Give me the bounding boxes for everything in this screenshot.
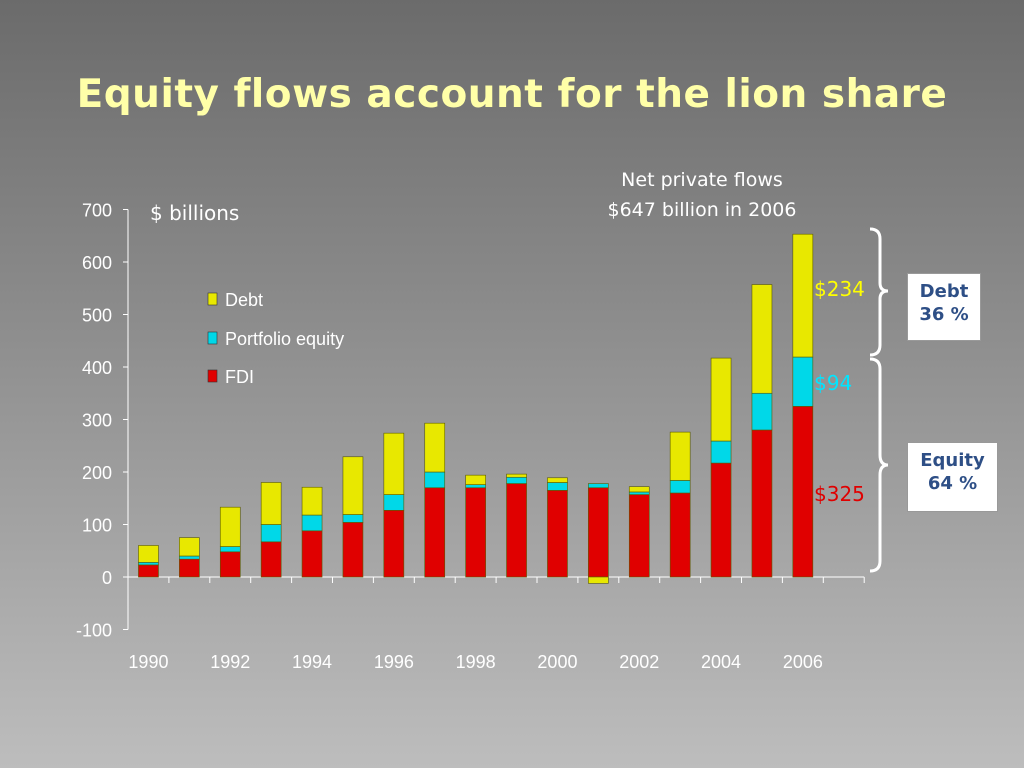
bars	[138, 233, 814, 584]
bar-segment-portfolio-equity-1999	[506, 476, 527, 484]
bar-segment-fdi-2002	[628, 494, 650, 578]
legend-label-fdi: FDI	[225, 367, 254, 387]
x-tick-label: 1996	[374, 652, 414, 672]
legend-swatch-debt	[207, 292, 218, 306]
bar-segment-fdi-2006	[792, 406, 814, 578]
bar-segment-fdi-2004	[710, 462, 732, 578]
debt-brace	[869, 227, 889, 357]
equity-share-box: Equity 64 %	[907, 442, 998, 512]
axes: -100 0 100 200 300 400 500 600 700 1990 1992 1994 19…	[76, 201, 865, 672]
legend-label-debt: Debt	[225, 290, 263, 310]
bar-segment-debt-1995	[342, 456, 364, 515]
bar-segment-portfolio-equity-1994	[301, 514, 323, 532]
bar-segment-debt-1991	[179, 537, 200, 557]
y-tick-label: 400	[82, 358, 112, 378]
equity-value-label: $94	[814, 371, 852, 395]
bar-segment-portfolio-equity-1993	[260, 524, 282, 543]
debt-value-label: $234	[814, 277, 865, 301]
legend-label-portfolio-equity: Portfolio equity	[225, 329, 344, 349]
x-tick-label: 2004	[701, 652, 741, 672]
bar-segment-debt-1993	[260, 482, 282, 525]
bar-segment-fdi-1997	[424, 487, 446, 578]
bar-segment-portfolio-equity-1990	[138, 561, 159, 566]
bar-segment-fdi-1995	[342, 522, 364, 578]
bar-segment-fdi-1991	[179, 558, 200, 578]
y-tick-label: 0	[102, 568, 112, 588]
y-tick-label: 500	[82, 306, 112, 326]
bar-segment-portfolio-equity-1996	[383, 494, 405, 511]
bar-segment-portfolio-equity-2000	[547, 482, 568, 491]
x-tick-label: 1990	[128, 652, 168, 672]
x-tick-label: 2002	[619, 652, 659, 672]
y-tick-label: -100	[76, 621, 112, 641]
bar-segment-portfolio-equity-1992	[219, 546, 241, 553]
y-tick-label: 700	[82, 201, 112, 221]
legend: Debt Portfolio equity FDI	[207, 290, 344, 387]
bar-segment-portfolio-equity-2001	[588, 483, 609, 489]
bar-segment-portfolio-equity-1991	[179, 555, 200, 560]
bar-segment-debt-1994	[301, 486, 323, 516]
bar-segment-portfolio-equity-2003	[669, 480, 691, 494]
fdi-value-label: $325	[814, 482, 865, 506]
bar-segment-debt-2000	[547, 477, 568, 483]
bar-segment-debt-2004	[710, 357, 732, 442]
bar-segment-fdi-2003	[669, 492, 691, 578]
bar-segment-fdi-2000	[547, 490, 568, 578]
bar-segment-portfolio-equity-1998	[465, 484, 486, 489]
bar-segment-fdi-1990	[138, 564, 159, 578]
bar-segment-portfolio-equity-2005	[751, 392, 773, 431]
bar-segment-portfolio-equity-2006	[792, 356, 814, 407]
bar-segment-fdi-1999	[506, 483, 527, 578]
bar-segment-fdi-1994	[301, 530, 323, 578]
bar-segment-debt-1992	[219, 506, 241, 547]
y-tick-label: 200	[82, 463, 112, 483]
bar-segment-fdi-1993	[260, 541, 282, 578]
x-tick-label: 1994	[292, 652, 332, 672]
bar-segment-debt-2005	[751, 284, 773, 394]
y-tick-label: 300	[82, 411, 112, 431]
bar-segment-debt-2006	[792, 233, 814, 358]
bar-segment-fdi-2001	[588, 487, 609, 578]
y-tick-label: 600	[82, 253, 112, 273]
x-tick-label: 1998	[456, 652, 496, 672]
equity-brace	[869, 357, 889, 573]
y-tick-label: 100	[82, 516, 112, 536]
bar-segment-debt-1998	[465, 474, 486, 485]
legend-swatch-portfolio-equity	[207, 331, 218, 345]
bar-segment-debt-2002	[628, 486, 650, 493]
bar-segment-debt-1990	[138, 545, 159, 563]
x-tick-label: 2000	[537, 652, 577, 672]
bar-segment-debt-1997	[424, 422, 446, 473]
debt-share-title: Debt	[919, 281, 969, 302]
bar-segment-portfolio-equity-1997	[424, 471, 446, 489]
bar-segment-portfolio-equity-2004	[710, 440, 732, 464]
bar-segment-fdi-1996	[383, 510, 405, 578]
debt-share-percent: 36 %	[919, 304, 969, 325]
equity-share-percent: 64 %	[927, 473, 978, 494]
equity-share-title: Equity	[920, 450, 985, 471]
net-flows-note-line1: Net private flows	[621, 169, 783, 191]
debt-share-box: Debt 36 %	[907, 273, 981, 341]
bar-segment-portfolio-equity-1995	[342, 514, 364, 523]
unit-label: $ billions	[150, 201, 239, 225]
x-tick-label: 1992	[210, 652, 250, 672]
bar-segment-portfolio-equity-2002	[628, 491, 650, 495]
bar-segment-fdi-2005	[751, 429, 773, 578]
x-tick-label: 2006	[783, 652, 823, 672]
bar-segment-debt-2003	[669, 431, 691, 481]
bar-segment-fdi-1998	[465, 487, 486, 578]
net-flows-note-line2: $647 billion in 2006	[608, 199, 797, 221]
bar-segment-debt-1999	[506, 473, 527, 478]
slide-title: Equity flows account for the lion share	[76, 72, 948, 117]
legend-swatch-fdi	[207, 369, 218, 383]
bar-segment-debt-1996	[383, 432, 405, 495]
bar-segment-fdi-1992	[219, 551, 241, 578]
bar-segment-debt-2001	[588, 576, 609, 584]
